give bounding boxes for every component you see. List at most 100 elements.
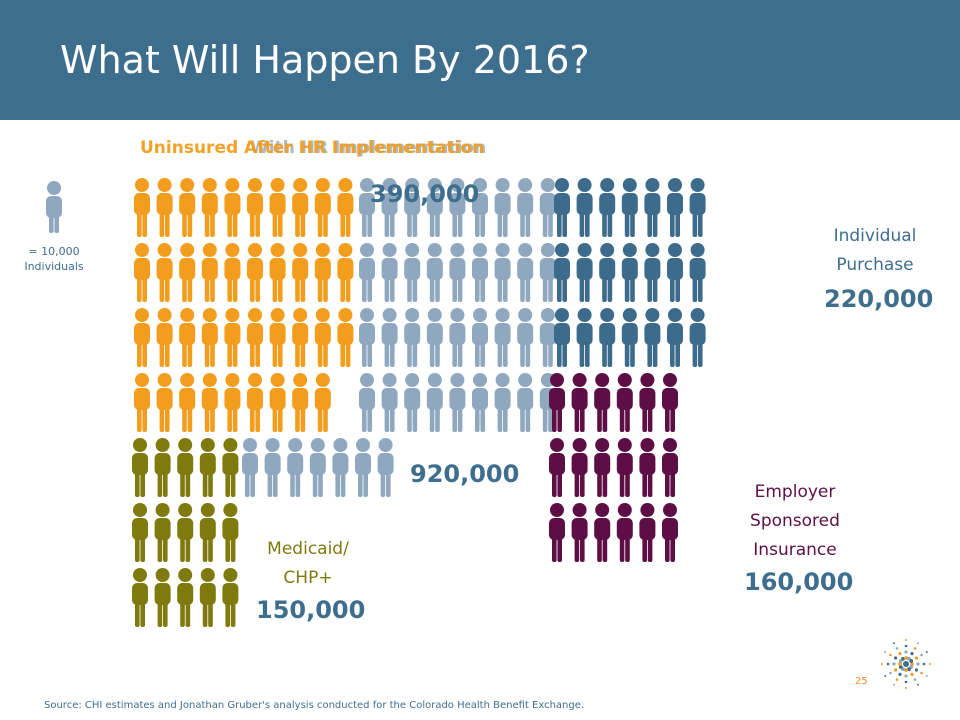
- employer-line-3: Insurance: [753, 540, 837, 560]
- individual-figure: [644, 308, 661, 367]
- uninsured-figure: [314, 243, 331, 302]
- individual-figure: [667, 308, 683, 367]
- header-bar: What Will Happen By 2016?: [0, 0, 960, 120]
- gray-figure: [449, 178, 466, 237]
- uninsured-figure: [292, 373, 309, 432]
- logo-dot: [895, 678, 899, 681]
- logo-dot: [910, 652, 914, 656]
- medicaid-figure: [154, 438, 171, 497]
- uninsured-figure: [292, 308, 309, 367]
- logo-dot: [916, 662, 920, 666]
- gray-figure: [449, 308, 466, 367]
- medicaid-label: Medicaid/ CHP+: [238, 535, 378, 593]
- total-value: 920,000: [410, 460, 520, 488]
- uninsured-figure: [247, 308, 263, 367]
- uninsured-figure: [179, 243, 196, 302]
- employer-figure: [594, 438, 611, 497]
- logo-dot: [917, 642, 919, 645]
- logo-dot: [904, 644, 908, 648]
- medicaid-line-1: Medicaid/: [267, 539, 349, 559]
- employer-value: 160,000: [744, 568, 854, 596]
- individual-figure: [576, 308, 593, 367]
- logo-dot: [895, 647, 899, 650]
- employer-figure: [639, 438, 656, 497]
- gray-figure: [472, 243, 488, 302]
- individual-figure: [667, 178, 683, 237]
- logo-dot: [894, 656, 898, 660]
- medicaid-line-2: CHP+: [283, 568, 333, 588]
- logo-dot: [929, 663, 931, 665]
- logo-dot: [886, 662, 890, 666]
- gray-figure: [359, 308, 375, 367]
- gray-figure: [404, 178, 421, 237]
- employer-figure: [662, 503, 678, 562]
- gray-figure: [426, 243, 443, 302]
- employer-figure: [639, 373, 656, 432]
- individual-figure: [554, 308, 570, 367]
- medicaid-figure: [132, 438, 148, 497]
- logo-dot: [904, 674, 908, 678]
- uninsured-figure: [247, 243, 263, 302]
- gray-figure: [355, 438, 371, 497]
- employer-line-1: Employer: [754, 482, 836, 502]
- gray-figure: [539, 243, 556, 302]
- legend-text: = 10,000 Individuals: [14, 244, 94, 274]
- gray-figure: [309, 438, 326, 497]
- gray-figure: [359, 178, 375, 237]
- uninsured-figure: [201, 373, 218, 432]
- uninsured-figure: [224, 243, 241, 302]
- individual-figure: [621, 243, 638, 302]
- employer-figure: [594, 373, 611, 432]
- gray-figure: [494, 178, 511, 237]
- gray-figure: [359, 373, 375, 432]
- gray-figure: [381, 373, 398, 432]
- medicaid-figure: [154, 503, 171, 562]
- gray-figure: [404, 243, 421, 302]
- employer-figure: [616, 373, 633, 432]
- uninsured-figure: [156, 373, 173, 432]
- page-number: 25: [855, 676, 868, 687]
- individual-figure: [667, 243, 683, 302]
- employer-figure: [616, 503, 633, 562]
- uninsured-figure: [156, 308, 173, 367]
- individual-figure: [599, 178, 616, 237]
- uninsured-figure: [134, 308, 150, 367]
- employer-figure: [662, 373, 678, 432]
- individual-figure: [644, 178, 661, 237]
- medicaid-figure: [222, 568, 239, 627]
- logo-center: [903, 661, 909, 667]
- logo-dot: [889, 653, 892, 657]
- gray-figure: [494, 243, 511, 302]
- uninsured-figure: [179, 178, 196, 237]
- uninsured-figure: [337, 178, 354, 237]
- employer-figure: [616, 438, 633, 497]
- uninsured-figure: [247, 178, 263, 237]
- gray-figure: [381, 178, 398, 237]
- individual-figure: [576, 178, 593, 237]
- logo-dot: [881, 663, 883, 665]
- logo-dot: [898, 672, 902, 676]
- gray-figure: [264, 438, 281, 497]
- logo-dot: [898, 652, 902, 656]
- gray-figure: [449, 373, 466, 432]
- slide-title: What Will Happen By 2016?: [60, 38, 590, 82]
- medicaid-figure: [177, 568, 194, 627]
- uninsured-value: 390,000: [370, 180, 480, 208]
- uninsured-figure: [134, 178, 150, 237]
- medicaid-figure: [177, 438, 194, 497]
- medicaid-figure: [222, 503, 239, 562]
- logo-dot: [913, 678, 917, 681]
- logo-dot: [904, 656, 908, 660]
- individual-figure: [689, 243, 706, 302]
- individual-line-2: Purchase: [836, 255, 914, 275]
- employer-line-2: Sponsored: [750, 511, 840, 531]
- individual-figure: [621, 178, 638, 237]
- logo-dot: [892, 662, 896, 666]
- individual-figure: [644, 243, 661, 302]
- gray-figure: [472, 308, 488, 367]
- logo-dot: [893, 642, 895, 645]
- gray-figure: [517, 373, 534, 432]
- gray-figure: [539, 308, 556, 367]
- medicaid-figure: [199, 438, 216, 497]
